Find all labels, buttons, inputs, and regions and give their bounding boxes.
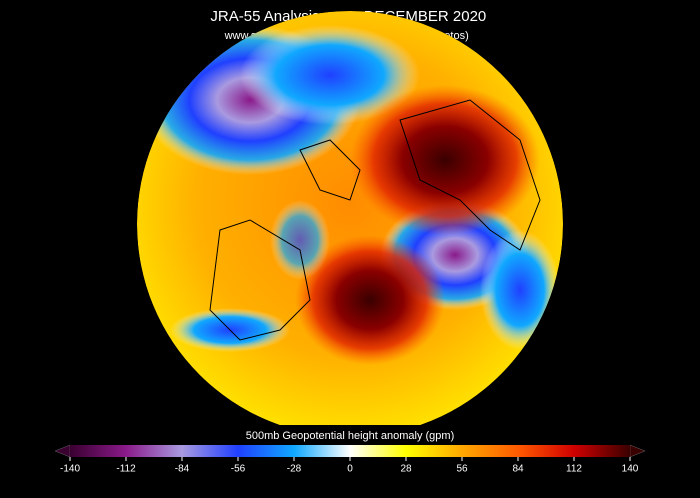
colorbar-label: 500mb Geopotential height anomaly (gpm) xyxy=(246,430,455,442)
colorbar-tick-label: 112 xyxy=(566,464,582,475)
colorbar-tick-label: -112 xyxy=(116,464,136,475)
colorbar-tick-label: -140 xyxy=(60,464,80,475)
colorbar-tick-label: -28 xyxy=(287,464,302,475)
colorbar-tick-label: 140 xyxy=(622,464,639,475)
colorbar-ramp xyxy=(70,445,630,457)
colorbar-bg xyxy=(0,425,700,498)
colorbar-tick-label: 56 xyxy=(456,464,468,475)
colorbar-tick-label: 0 xyxy=(347,464,353,475)
globe xyxy=(137,11,563,437)
colorbar-tick-label: -84 xyxy=(175,464,190,475)
colorbar-tick-label: 84 xyxy=(512,464,524,475)
colorbar-tick-label: -56 xyxy=(231,464,246,475)
colorbar xyxy=(54,444,646,458)
colorbar-tick-label: 28 xyxy=(400,464,412,475)
